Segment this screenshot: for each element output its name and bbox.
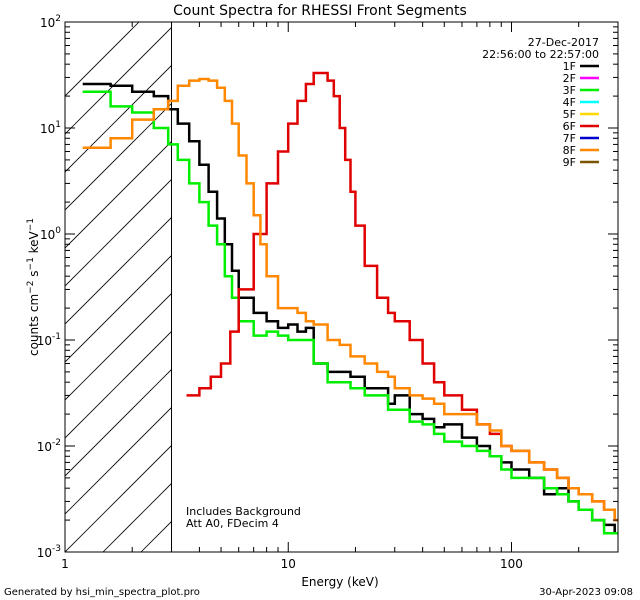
observation-date: 27-Dec-2017 [528, 36, 599, 49]
y-tick-exponent: 1 [55, 120, 61, 130]
legend-label-2f: 2F [563, 72, 576, 85]
y-label-part-1: counts cm [27, 294, 41, 356]
y-tick-label: 10-3 [37, 544, 61, 560]
legend-label-5f: 5F [563, 108, 576, 121]
observation-time-range: 22:56:00 to 22:57:00 [482, 48, 599, 61]
y-tick-label: 102 [40, 14, 61, 30]
y-tick-exponent: -1 [52, 332, 61, 342]
hatch-stroke [65, 330, 172, 439]
legend-label-7f: 7F [563, 132, 576, 145]
y-tick-mantissa: 10 [37, 334, 52, 348]
hatch-stroke [65, 368, 172, 477]
plot-frame [64, 21, 619, 553]
y-tick-exponent: 2 [55, 14, 61, 24]
y-tick-mantissa: 10 [37, 546, 52, 560]
hatch-stroke [65, 26, 172, 135]
series-group [82, 71, 618, 535]
note-background: Includes Background [186, 505, 301, 518]
hatch-stroke [65, 178, 172, 287]
generation-timestamp: 30-Apr-2023 09:08 [539, 587, 633, 598]
hatch-stroke [65, 22, 140, 97]
hatch-stroke [65, 406, 172, 515]
chart-title: Count Spectra for RHESSI Front Segments [173, 3, 467, 19]
x-tick-label: 10 [281, 557, 296, 571]
legend-label-6f: 6F [563, 120, 576, 133]
hatch-stroke [65, 140, 172, 249]
legend-label-8f: 8F [563, 144, 576, 157]
y-tick-exponent: -3 [52, 544, 61, 554]
hatch-stroke [217, 22, 640, 552]
y-tick-label: 100 [40, 226, 61, 242]
y-label-part-2: s [27, 270, 41, 280]
legend-label-3f: 3F [563, 84, 576, 97]
legend-label-9f: 9F [563, 156, 576, 169]
hatch-stroke [65, 216, 172, 325]
hatch-stroke [369, 22, 640, 552]
note-attenuator: Att A0, FDecim 4 [186, 517, 279, 530]
y-tick-exponent: 0 [55, 226, 61, 236]
axis-ticks [64, 21, 619, 553]
hatch-stroke [407, 22, 640, 552]
series-line-8f [82, 77, 618, 522]
x-tick-label: 100 [500, 557, 523, 571]
hatch-stroke [445, 22, 640, 552]
y-tick-mantissa: 10 [37, 440, 52, 454]
y-label-sup-2: −1 [26, 257, 36, 270]
y-tick-mantissa: 10 [40, 122, 55, 136]
y-axis-label: counts cm−2 s−1 keV−1 [26, 218, 41, 356]
hatched-region [65, 22, 640, 552]
hatch-stroke [65, 444, 172, 552]
x-tick-labels: 1 10 100 [61, 557, 523, 571]
x-tick-label: 1 [61, 557, 69, 571]
x-axis-label: Energy (keV) [301, 575, 378, 589]
y-label-sup-1: −2 [26, 281, 36, 294]
y-tick-label: 10-2 [37, 438, 61, 454]
legend-label-4f: 4F [563, 96, 576, 109]
legend-label-1f: 1F [563, 60, 576, 73]
hatch-stroke [483, 22, 640, 552]
y-label-sup-3: −1 [26, 218, 36, 231]
y-tick-mantissa: 10 [40, 228, 55, 242]
y-tick-exponent: -2 [52, 438, 61, 448]
y-tick-label: 10-1 [37, 332, 61, 348]
y-label-part-3: keV [27, 230, 41, 257]
hatch-stroke [65, 64, 172, 173]
series-line-1f [82, 82, 618, 535]
hatch-stroke [65, 254, 172, 363]
series-line-3f [82, 90, 618, 535]
hatch-stroke [102, 482, 172, 552]
hatch-stroke [65, 102, 172, 211]
y-tick-mantissa: 10 [40, 16, 55, 30]
hatch-stroke [635, 22, 640, 552]
y-tick-label: 101 [40, 120, 61, 136]
generated-by-text: Generated by hsi_min_spectra_plot.pro [4, 587, 200, 598]
